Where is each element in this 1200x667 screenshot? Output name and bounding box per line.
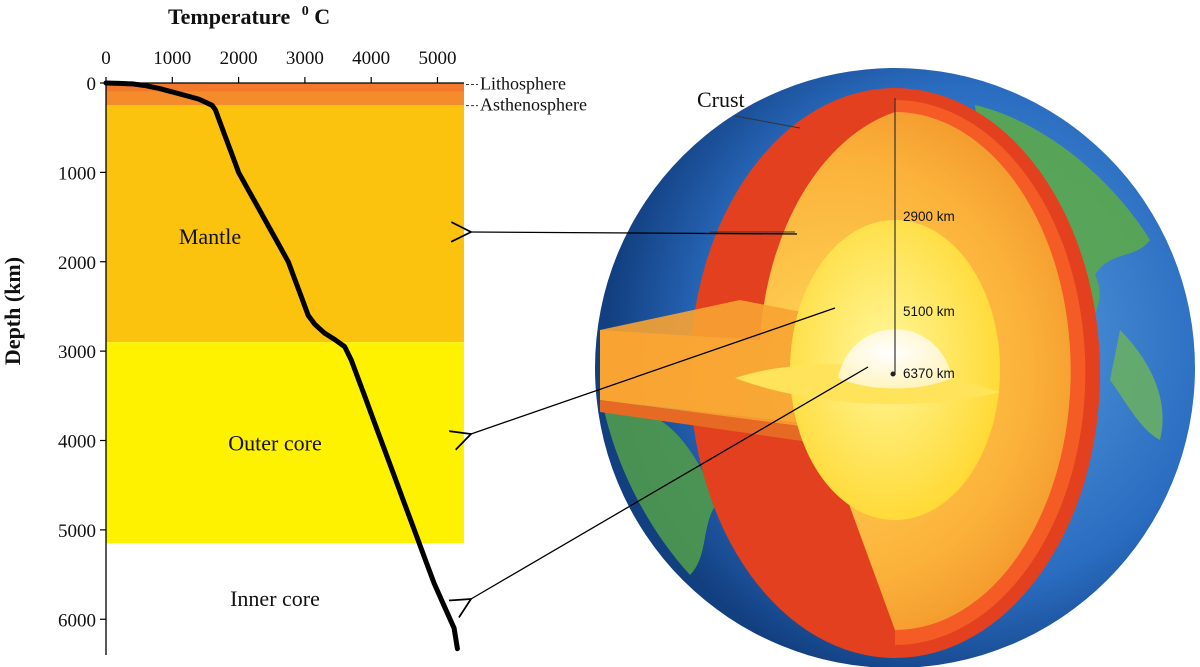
depth-label-2900: 2900 km <box>903 209 955 224</box>
x-tick-label: 4000 <box>352 48 390 69</box>
y-tick-label: 5000 <box>58 521 96 542</box>
crust-label: Crust <box>697 87 745 112</box>
layer-band-inner-core <box>106 543 464 653</box>
y-tick-label: 6000 <box>58 610 96 631</box>
y-axis-label: Depth (km) <box>0 257 25 365</box>
x-tick-label: 2000 <box>220 48 258 69</box>
x-tick-label: 5000 <box>418 48 456 69</box>
temperature-curve <box>103 80 460 652</box>
layer-band-asthenosphere <box>106 91 464 106</box>
depth-label-6370: 6370 km <box>903 366 955 381</box>
chart-title: Temperature 0 C <box>168 0 330 29</box>
layer-label-outer-core: Outer core <box>228 431 321 456</box>
x-tick-label: 0 <box>101 48 111 69</box>
crust-leader-line <box>734 115 801 129</box>
layer-bands <box>106 83 464 653</box>
layer-label-mantle: Mantle <box>179 224 241 249</box>
y-tick-label: 1000 <box>58 163 96 184</box>
x-tick-label: 1000 <box>153 48 191 69</box>
inner-core-arrow <box>471 366 869 599</box>
layer-label-inner-core: Inner core <box>230 586 320 611</box>
connector-arrows <box>471 232 869 599</box>
y-tick-label: 2000 <box>58 253 96 274</box>
y-tick-label: 4000 <box>58 432 96 453</box>
y-tick-label: 3000 <box>58 342 96 363</box>
y-axis-ticks: 0 1000 2000 3000 4000 5000 6000 <box>58 74 106 631</box>
continent-shape <box>600 390 720 575</box>
earth-cutaway-diagram: 2900 km 5100 km 6370 km Crust <box>595 68 1195 667</box>
mantle-wedge-edge <box>600 400 830 445</box>
x-tick-label: 3000 <box>286 48 324 69</box>
y-tick-label: 0 <box>87 74 97 95</box>
layer-label-asthenosphere: Asthenosphere <box>480 95 587 115</box>
layer-label-lithosphere: Lithosphere <box>480 73 566 93</box>
outer-core-arrow <box>471 307 836 434</box>
x-axis-ticks: 0 1000 2000 3000 4000 5000 <box>101 48 456 83</box>
depth-label-5100: 5100 km <box>903 304 955 319</box>
center-dot <box>890 371 896 377</box>
mantle-arrow <box>471 232 798 234</box>
chart-axes <box>105 82 464 655</box>
layer-band-lithosphere <box>106 83 464 92</box>
layer-band-mantle <box>106 105 464 343</box>
continent-shape <box>1110 330 1163 440</box>
